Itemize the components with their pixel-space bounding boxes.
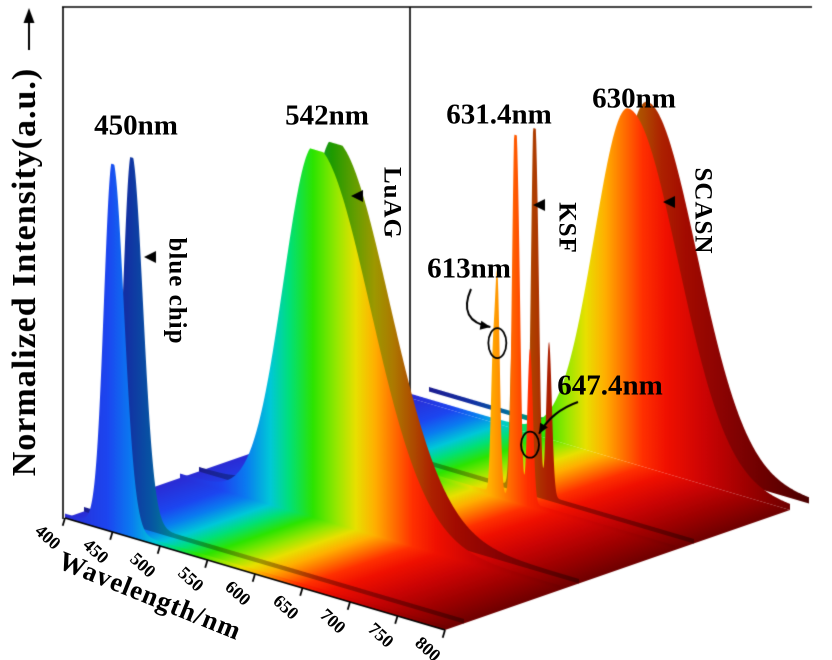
peak-label-630nm: 630nm <box>592 82 676 115</box>
peak-label-647nm: 647.4nm <box>557 369 663 402</box>
series-label-blue-chip: blue chip <box>163 237 191 345</box>
series-label-ksf: KSF <box>553 202 581 254</box>
series-label-luag: LuAG <box>378 166 406 240</box>
y-axis-label: Normalized Intensity(a.u.) <box>6 67 43 477</box>
peak-label-613nm: 613nm <box>427 252 511 285</box>
peak-label-542nm: 542nm <box>285 99 369 132</box>
peak-label-631nm: 631.4nm <box>446 98 552 131</box>
peak-label-450nm: 450nm <box>94 109 178 142</box>
series-label-scasn: SCASN <box>689 167 717 255</box>
